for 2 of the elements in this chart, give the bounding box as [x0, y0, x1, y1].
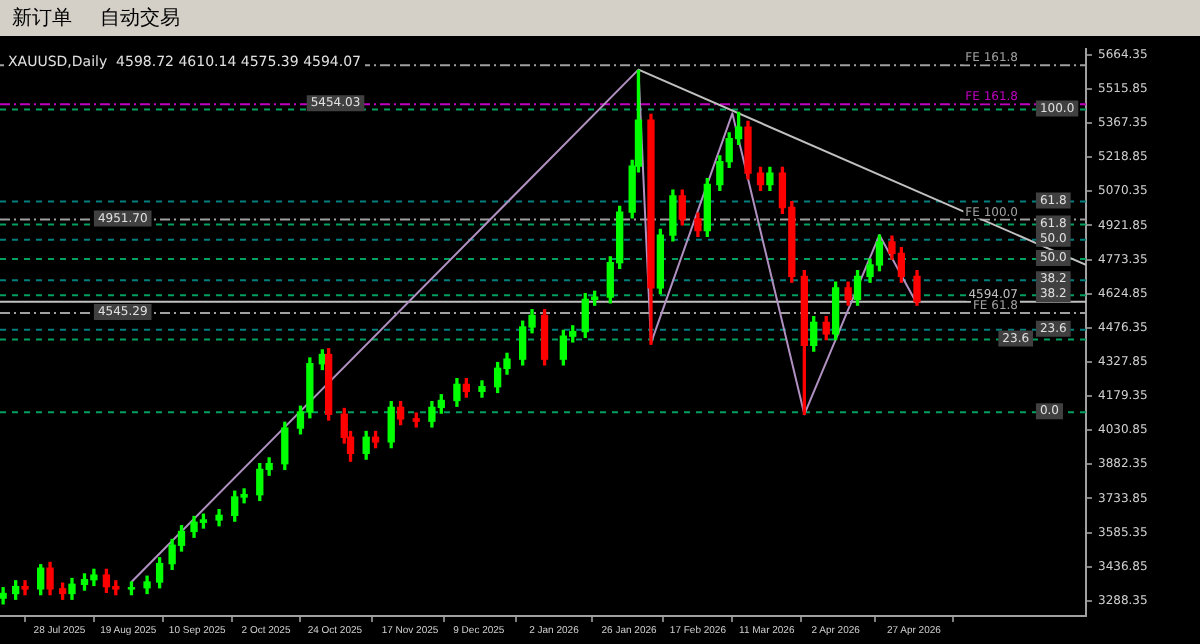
text: 自动交易 — [100, 5, 180, 32]
text: 新订单 — [12, 5, 72, 32]
